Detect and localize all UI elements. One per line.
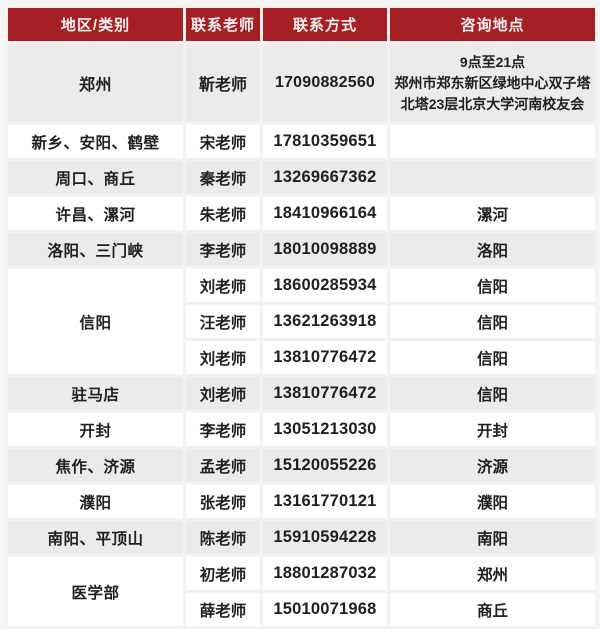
table-row: 焦作、济源 孟老师 15120055226 济源 <box>5 446 598 485</box>
region-cell: 许昌、漯河 <box>5 194 186 233</box>
teacher-cell: 李老师 <box>183 410 263 449</box>
table-row: 医学部 初老师 18801287032 郑州 <box>5 554 598 629</box>
table-row: 洛阳、三门峡 李老师 18010098889 洛阳 <box>5 230 598 269</box>
phone-cell: 15910594228 <box>260 518 390 557</box>
phone-cell: 17090882560 <box>260 41 390 125</box>
location-cell: 信阳 <box>387 338 598 377</box>
phone-cell: 13161770121 <box>260 482 390 521</box>
region-cell: 驻马店 <box>5 374 186 413</box>
location-cell: 漯河 <box>387 194 598 233</box>
phone-cell: 18801287032 <box>260 554 390 593</box>
region-cell: 郑州 <box>5 41 186 125</box>
phone-cell: 13810776472 <box>260 374 390 413</box>
table-row: 汪老师 13621263918 信阳 <box>7 302 598 341</box>
teacher-cell: 刘老师 <box>183 338 263 377</box>
phone-cell: 15010071968 <box>260 590 390 629</box>
location-cell: 9点至21点 郑州市郑东新区绿地中心双子塔 北塔23层北京大学河南校友会 <box>387 41 598 125</box>
phone-cell: 13621263918 <box>260 302 390 341</box>
teacher-cell: 薛老师 <box>183 590 263 629</box>
location-cell: 濮阳 <box>387 482 598 521</box>
location-cell: 济源 <box>387 446 598 485</box>
location-cell: 信阳 <box>387 266 598 305</box>
location-cell <box>387 158 598 197</box>
header-cell-region: 地区/类别 <box>5 5 186 44</box>
table-row: 刘老师 13810776472 信阳 <box>7 338 598 377</box>
teacher-cell: 靳老师 <box>183 41 263 125</box>
contact-table: 地区/类别 联系老师 联系方式 咨询地点 郑州 靳老师 17090882560 9点至21点… <box>5 5 598 629</box>
table-row: 濮阳 张老师 13161770121 濮阳 <box>5 482 598 521</box>
teacher-cell: 汪老师 <box>183 302 263 341</box>
teacher-cell: 陈老师 <box>183 518 263 557</box>
teacher-cell: 李老师 <box>183 230 263 269</box>
phone-cell: 13269667362 <box>260 158 390 197</box>
table-row: 驻马店 刘老师 13810776472 信阳 <box>5 374 598 413</box>
table-row: 开封 李老师 13051213030 开封 <box>5 410 598 449</box>
table-row: 周口、商丘 秦老师 13269667362 <box>5 158 598 197</box>
phone-cell: 15120055226 <box>260 446 390 485</box>
location-cell: 信阳 <box>387 302 598 341</box>
phone-cell: 13810776472 <box>260 338 390 377</box>
table-header-row: 地区/类别 联系老师 联系方式 咨询地点 <box>5 5 598 44</box>
phone-cell: 18010098889 <box>260 230 390 269</box>
header-cell-phone: 联系方式 <box>260 5 390 44</box>
phone-cell: 17810359651 <box>260 122 390 161</box>
region-cell: 信阳 <box>5 266 186 377</box>
region-cell: 周口、商丘 <box>5 158 186 197</box>
table-row: 南阳、平顶山 陈老师 15910594228 南阳 <box>5 518 598 557</box>
phone-cell: 18410966164 <box>260 194 390 233</box>
teacher-cell: 刘老师 <box>183 374 263 413</box>
teacher-cell: 朱老师 <box>183 194 263 233</box>
location-cell: 郑州 <box>387 554 598 593</box>
phone-cell: 18600285934 <box>260 266 390 305</box>
header-cell-teacher: 联系老师 <box>183 5 263 44</box>
region-cell: 洛阳、三门峡 <box>5 230 186 269</box>
table-row: 许昌、漯河 朱老师 18410966164 漯河 <box>5 194 598 233</box>
table-row: 郑州 靳老师 17090882560 9点至21点 郑州市郑东新区绿地中心双子塔 北塔… <box>5 41 598 125</box>
region-cell: 焦作、济源 <box>5 446 186 485</box>
phone-cell: 13051213030 <box>260 410 390 449</box>
table-body: 郑州 靳老师 17090882560 9点至21点 郑州市郑东新区绿地中心双子塔 北塔… <box>5 41 598 629</box>
location-cell <box>387 122 598 161</box>
teacher-cell: 初老师 <box>183 554 263 593</box>
header-cell-location: 咨询地点 <box>387 5 598 44</box>
region-cell: 医学部 <box>5 554 186 629</box>
table-row: 信阳 刘老师 18600285934 信阳 <box>5 266 598 377</box>
location-cell: 商丘 <box>387 590 598 629</box>
teacher-cell: 刘老师 <box>183 266 263 305</box>
location-cell: 南阳 <box>387 518 598 557</box>
location-cell: 开封 <box>387 410 598 449</box>
table-row: 新乡、安阳、鹤壁 宋老师 17810359651 <box>5 122 598 161</box>
teacher-cell: 宋老师 <box>183 122 263 161</box>
region-cell: 开封 <box>5 410 186 449</box>
location-cell: 洛阳 <box>387 230 598 269</box>
teacher-cell: 张老师 <box>183 482 263 521</box>
teacher-cell: 秦老师 <box>183 158 263 197</box>
teacher-cell: 孟老师 <box>183 446 263 485</box>
region-cell: 新乡、安阳、鹤壁 <box>5 122 186 161</box>
region-cell: 南阳、平顶山 <box>5 518 186 557</box>
region-cell: 濮阳 <box>5 482 186 521</box>
location-cell: 信阳 <box>387 374 598 413</box>
contact-table-wrap: 地区/类别 联系老师 联系方式 咨询地点 郑州 靳老师 17090882560 9点至21点… <box>5 5 598 629</box>
